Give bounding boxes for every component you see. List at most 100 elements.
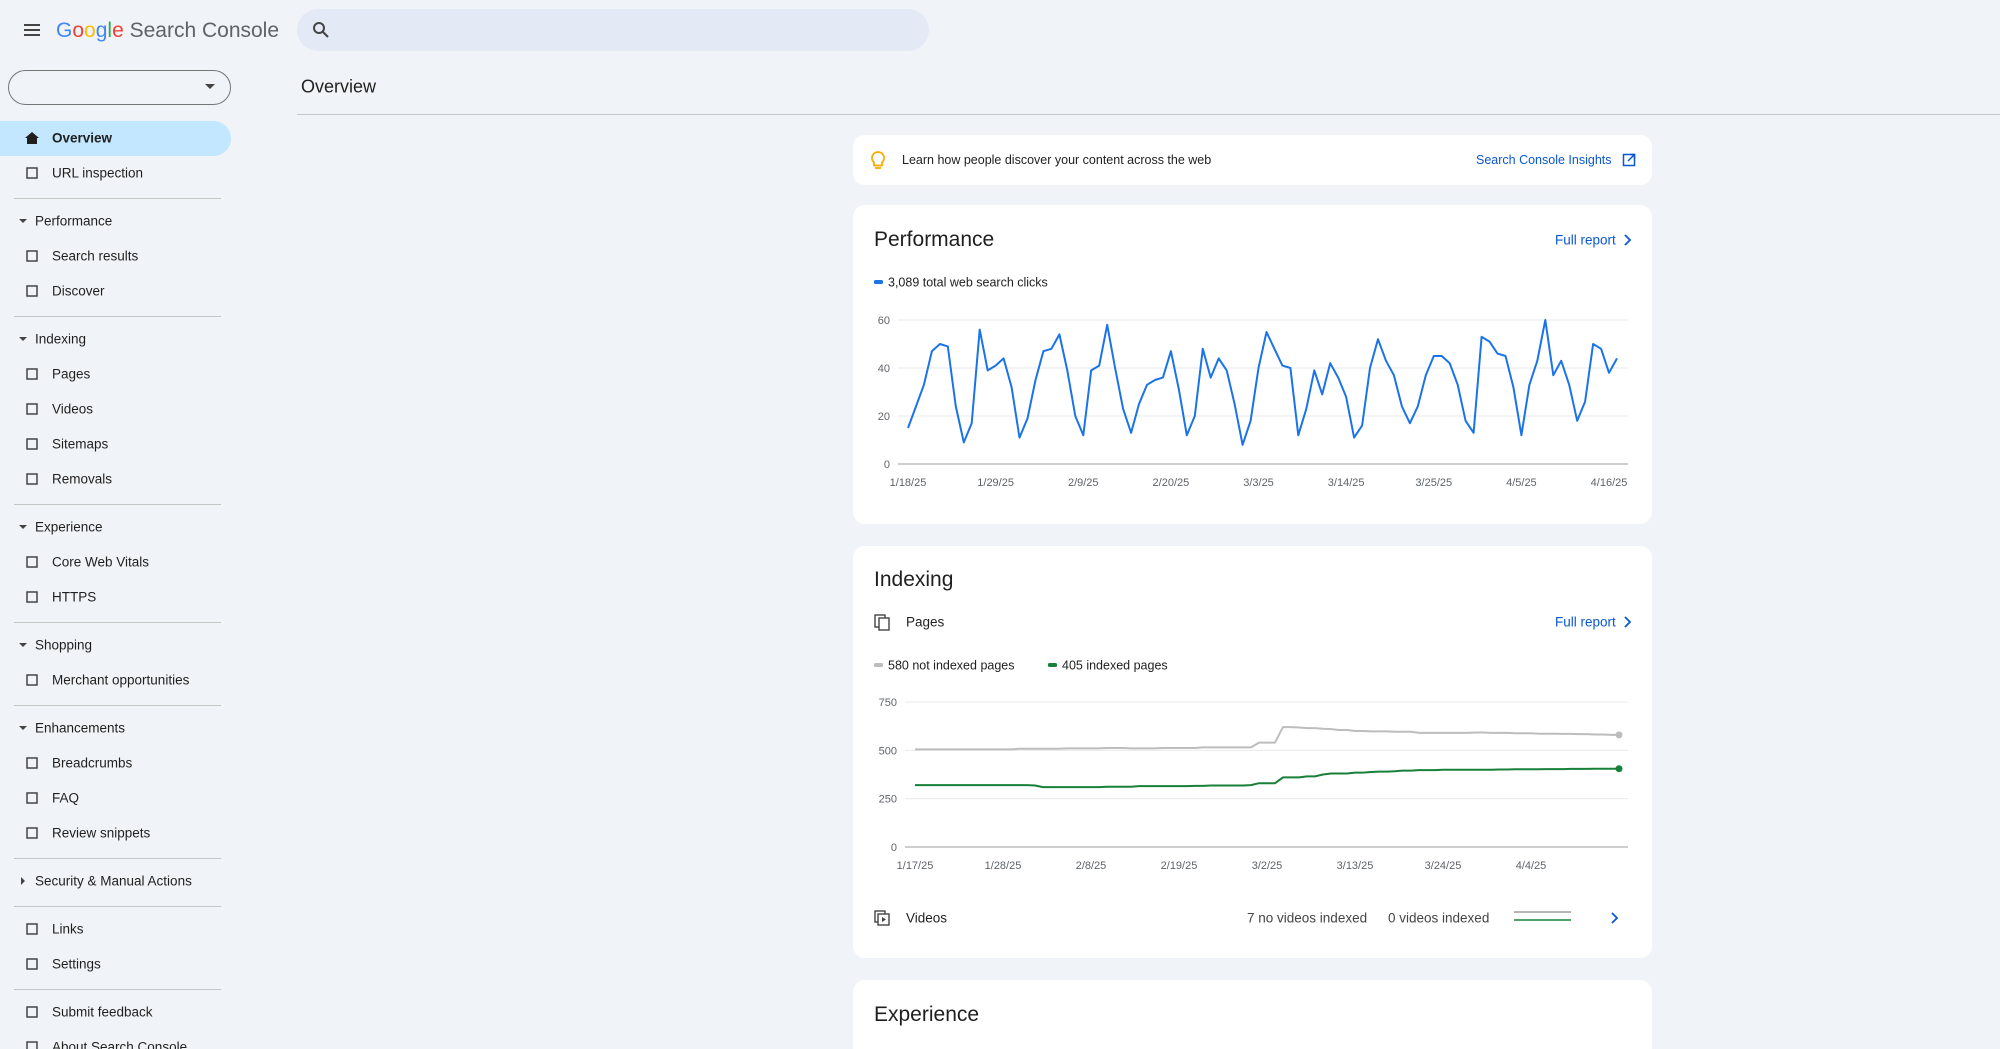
nav-item[interactable]: Submit feedback <box>52 1004 153 1020</box>
nav-section[interactable]: Enhancements <box>35 720 126 736</box>
full-report-link[interactable]: Full report <box>1555 614 1616 630</box>
icon-shape <box>26 250 38 262</box>
page-title: Overview <box>301 76 377 97</box>
section-caret[interactable] <box>18 640 28 650</box>
videos-indexed: 0 videos indexed <box>1388 910 1490 926</box>
nav-divider <box>14 705 221 706</box>
chevron <box>1624 234 1632 246</box>
nav-icon <box>26 250 38 262</box>
icon-shape <box>26 368 38 380</box>
nav-item[interactable]: Overview <box>52 130 113 146</box>
google-logo: Google <box>56 19 124 42</box>
logo[interactable]: Google Search Console <box>56 19 279 43</box>
product-name: Search Console <box>129 19 280 42</box>
nav-section[interactable]: Security & Manual Actions <box>35 873 192 889</box>
icon-shape <box>26 403 38 415</box>
nav-item[interactable]: Review snippets <box>52 825 151 841</box>
section-caret[interactable] <box>18 723 28 733</box>
divider <box>297 114 2000 115</box>
caret-shape <box>19 726 27 730</box>
nav-icon <box>26 923 38 935</box>
nav-item[interactable]: Sitemaps <box>52 436 109 452</box>
nav-section[interactable]: Shopping <box>35 637 93 653</box>
icon-shape <box>26 1006 38 1018</box>
experience-card <box>853 980 1652 1049</box>
card-title: Performance <box>874 228 995 251</box>
nav-item[interactable]: About Search Console <box>52 1039 188 1049</box>
icon-shape <box>26 167 38 179</box>
insights-link[interactable]: Search Console Insights <box>1476 153 1612 167</box>
nav-item[interactable]: Core Web Vitals <box>52 554 150 570</box>
nav-item[interactable]: Settings <box>52 956 101 972</box>
caret-shape <box>21 877 25 885</box>
caret-shape <box>19 337 27 341</box>
nav-divider <box>14 622 221 623</box>
nav-item[interactable]: Videos <box>52 401 94 417</box>
nav-item[interactable]: Discover <box>52 283 105 299</box>
nav-item[interactable]: FAQ <box>52 790 80 806</box>
icon-shape <box>26 285 38 297</box>
icon-shape <box>26 827 38 839</box>
nav-divider <box>14 198 221 199</box>
pages-icon <box>874 614 890 631</box>
insights-text: Learn how people discover your content a… <box>902 153 1212 167</box>
nav-item[interactable]: URL inspection <box>52 165 144 181</box>
nav-item[interactable]: HTTPS <box>52 589 97 605</box>
nav-icon <box>26 827 38 839</box>
nav-item[interactable]: Removals <box>52 471 113 487</box>
caret-shape <box>19 643 27 647</box>
menu-button[interactable] <box>22 20 42 40</box>
caret-shape <box>19 219 27 223</box>
videos-sparkline <box>1514 911 1571 921</box>
nav-item[interactable]: Search results <box>52 248 139 264</box>
icon-shape <box>26 438 38 450</box>
nav-item[interactable]: Merchant opportunities <box>52 672 190 688</box>
nav-icon <box>26 591 38 603</box>
nav-icon <box>26 368 38 380</box>
nav-active-bg <box>0 121 231 156</box>
nav-item[interactable]: Breadcrumbs <box>52 755 133 771</box>
icon-shape <box>26 1041 38 1049</box>
nav-icon <box>26 792 38 804</box>
icon-shape <box>26 958 38 970</box>
search-bar[interactable] <box>297 9 929 51</box>
nav-icon <box>25 132 39 144</box>
caret-shape <box>19 525 27 529</box>
card-title: Indexing <box>874 568 954 591</box>
bulb-icon <box>871 151 885 169</box>
nav-section[interactable]: Performance <box>35 213 113 229</box>
chevron <box>1624 616 1632 628</box>
nav-item[interactable]: Links <box>52 921 84 937</box>
dropdown-arrow <box>205 84 215 89</box>
section-caret[interactable] <box>18 334 28 344</box>
icon-shape <box>26 556 38 568</box>
nav-icon <box>26 473 38 485</box>
icon-shape <box>26 792 38 804</box>
external-icon <box>1622 153 1636 167</box>
nav-section[interactable]: Experience <box>35 519 103 535</box>
section-caret[interactable] <box>18 216 28 226</box>
videos-chevron[interactable] <box>1609 911 1621 925</box>
icon-shape <box>26 591 38 603</box>
nav-divider <box>14 858 221 859</box>
section-caret[interactable] <box>18 876 28 886</box>
nav-icon <box>26 167 38 179</box>
nav-section[interactable]: Indexing <box>35 331 87 347</box>
nav-icon <box>26 674 38 686</box>
nav-icon <box>26 1006 38 1018</box>
icon-shape <box>26 757 38 769</box>
full-report-link[interactable]: Full report <box>1555 232 1616 248</box>
card-title: Experience <box>874 1003 980 1026</box>
nav-icon <box>26 757 38 769</box>
videos-icon <box>874 910 890 926</box>
nav-divider <box>14 989 221 990</box>
property-selector[interactable] <box>8 70 231 105</box>
nav-icon <box>26 438 38 450</box>
nav-icon <box>26 556 38 568</box>
nav-item[interactable]: Pages <box>52 366 91 382</box>
section-caret[interactable] <box>18 522 28 532</box>
icon-shape <box>25 132 39 144</box>
videos-not-indexed: 7 no videos indexed <box>1247 910 1368 926</box>
nav-divider <box>14 316 221 317</box>
